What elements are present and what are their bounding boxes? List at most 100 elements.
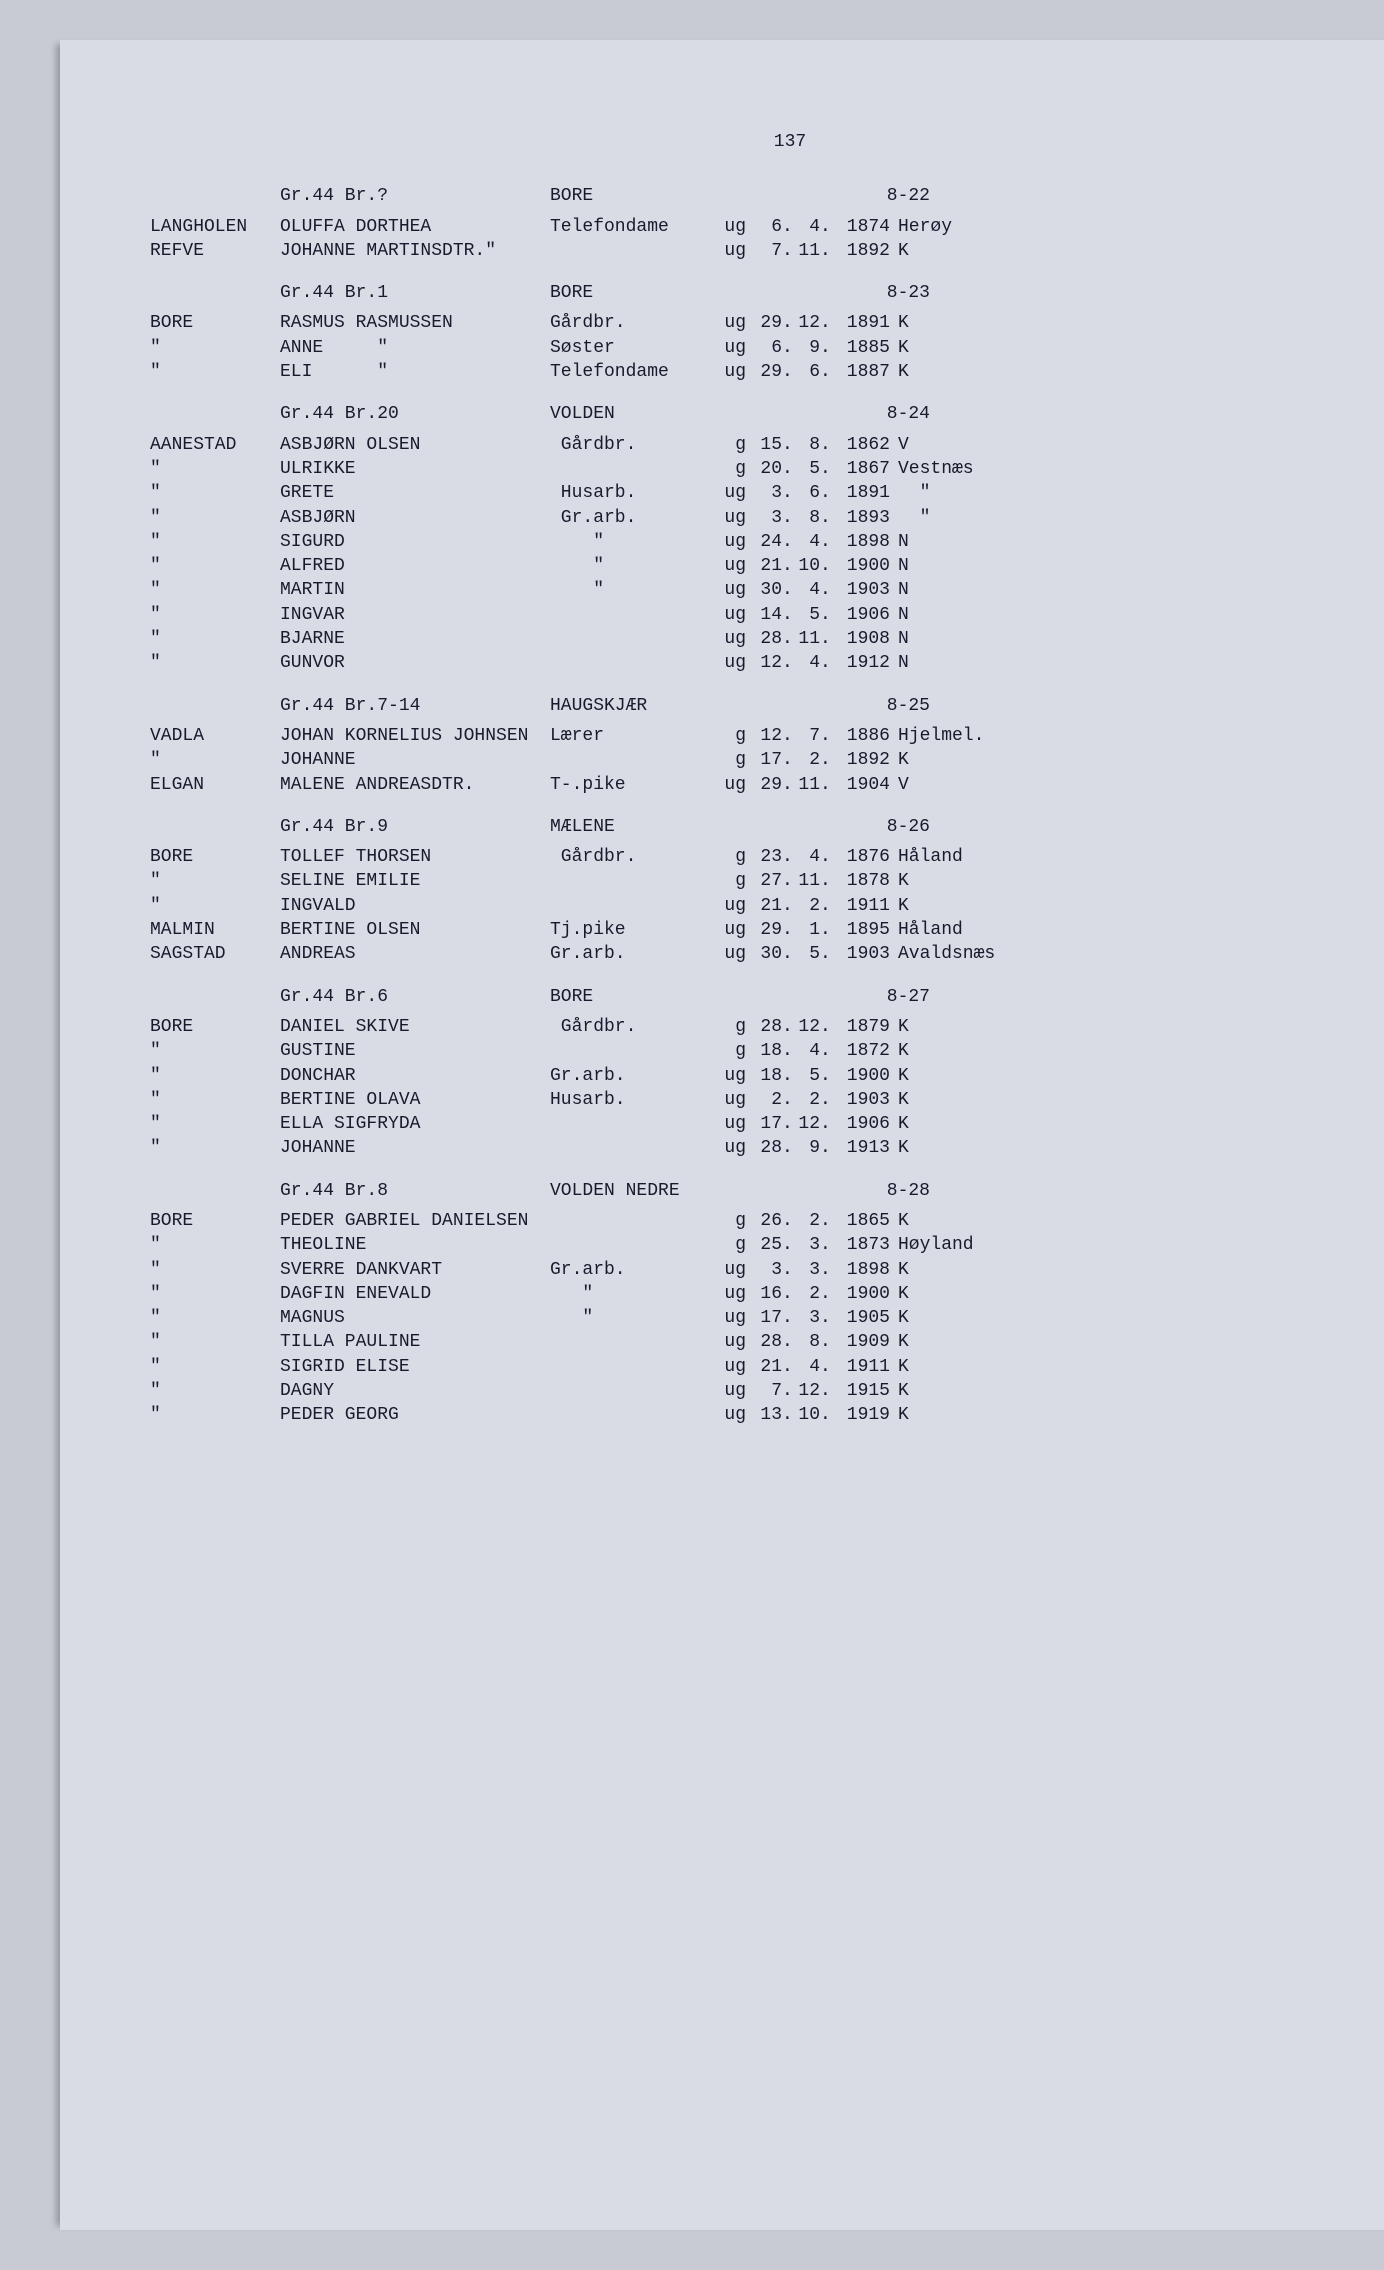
dot: . bbox=[820, 651, 830, 675]
cell-marital-status: ug bbox=[710, 603, 746, 627]
cell-day: 30 bbox=[746, 942, 782, 966]
cell-name: BERTINE OLAVA bbox=[280, 1088, 550, 1112]
cell-surname: " bbox=[150, 1112, 280, 1136]
cell-marital-status: ug bbox=[710, 215, 746, 239]
record-row: "BJARNEug28.11.1908N bbox=[150, 627, 1384, 651]
dot: . bbox=[782, 1258, 792, 1282]
cell-place: V bbox=[890, 773, 1028, 797]
section-header: Gr.44 Br.6BORE8-27 bbox=[150, 985, 1384, 1009]
cell-year: 1891 bbox=[830, 481, 890, 505]
cell-surname: SAGSTAD bbox=[150, 942, 280, 966]
cell-place: Håland bbox=[890, 845, 1028, 869]
cell-marital-status: ug bbox=[710, 1306, 746, 1330]
cell-surname: " bbox=[150, 1258, 280, 1282]
header-grbr: Gr.44 Br.1 bbox=[280, 281, 550, 305]
cell-surname: " bbox=[150, 603, 280, 627]
section-header: Gr.44 Br.20VOLDEN8-24 bbox=[150, 402, 1384, 426]
cell-surname: " bbox=[150, 1355, 280, 1379]
cell-day: 3 bbox=[746, 506, 782, 530]
cell-day: 28 bbox=[746, 1330, 782, 1354]
record-row: BOREPEDER GABRIEL DANIELSENg26.2.1865K bbox=[150, 1209, 1384, 1233]
cell-day: 17 bbox=[746, 1112, 782, 1136]
cell-name: PEDER GEORG bbox=[280, 1403, 550, 1427]
cell-marital-status: g bbox=[710, 1039, 746, 1063]
cell-surname: " bbox=[150, 1064, 280, 1088]
cell-name: GUNVOR bbox=[280, 651, 550, 675]
cell-day: 24 bbox=[746, 530, 782, 554]
cell-place: K bbox=[890, 1306, 1028, 1330]
cell-place: K bbox=[890, 311, 1028, 335]
cell-surname: VADLA bbox=[150, 724, 280, 748]
record-row: "ELLA SIGFRYDAug17.12.1906K bbox=[150, 1112, 1384, 1136]
dot: . bbox=[782, 627, 792, 651]
dot: . bbox=[820, 311, 830, 335]
cell-marital-status: ug bbox=[710, 1330, 746, 1354]
cell-place: K bbox=[890, 1379, 1028, 1403]
cell-occupation: " bbox=[550, 530, 710, 554]
cell-name: JOHAN KORNELIUS JOHNSEN bbox=[280, 724, 550, 748]
cell-occupation: Gårdbr. bbox=[550, 1015, 710, 1039]
dot: . bbox=[820, 1112, 830, 1136]
cell-year: 1911 bbox=[830, 1355, 890, 1379]
cell-year: 1900 bbox=[830, 1064, 890, 1088]
record-row: "ALFRED "ug21.10.1900N bbox=[150, 554, 1384, 578]
cell-place: N bbox=[890, 603, 1028, 627]
cell-surname: " bbox=[150, 1233, 280, 1257]
record-row: "SELINE EMILIEg27.11.1878K bbox=[150, 869, 1384, 893]
cell-marital-status: g bbox=[710, 724, 746, 748]
cell-name: MALENE ANDREASDTR. bbox=[280, 773, 550, 797]
dot: . bbox=[820, 894, 830, 918]
cell-day: 2 bbox=[746, 1088, 782, 1112]
document-page: 137 Gr.44 Br.?BORE8-22LANGHOLENOLUFFA DO… bbox=[60, 40, 1384, 2230]
cell-occupation: Lærer bbox=[550, 724, 710, 748]
cell-surname: " bbox=[150, 1403, 280, 1427]
record-row: "ANNE "Søsterug6.9.1885K bbox=[150, 336, 1384, 360]
page-number: 137 bbox=[150, 130, 1384, 154]
cell-occupation: Gr.arb. bbox=[550, 942, 710, 966]
cell-surname: " bbox=[150, 457, 280, 481]
cell-month: 3 bbox=[792, 1258, 820, 1282]
cell-marital-status: ug bbox=[710, 1403, 746, 1427]
record-row: "JOHANNEg17.2.1892K bbox=[150, 748, 1384, 772]
dot: . bbox=[782, 215, 792, 239]
cell-surname: " bbox=[150, 1306, 280, 1330]
cell-year: 1878 bbox=[830, 869, 890, 893]
cell-month: 4 bbox=[792, 530, 820, 554]
cell-month: 12 bbox=[792, 311, 820, 335]
cell-month: 4 bbox=[792, 845, 820, 869]
dot: . bbox=[820, 1403, 830, 1427]
cell-month: 3 bbox=[792, 1306, 820, 1330]
cell-occupation: Tj.pike bbox=[550, 918, 710, 942]
dot: . bbox=[820, 869, 830, 893]
cell-day: 21 bbox=[746, 554, 782, 578]
cell-month: 2 bbox=[792, 1282, 820, 1306]
cell-month: 2 bbox=[792, 1209, 820, 1233]
cell-place: K bbox=[890, 748, 1028, 772]
cell-year: 1906 bbox=[830, 1112, 890, 1136]
cell-marital-status: ug bbox=[710, 481, 746, 505]
cell-day: 29 bbox=[746, 311, 782, 335]
dot: . bbox=[782, 554, 792, 578]
record-row: ELGANMALENE ANDREASDTR.T-.pikeug29.11.19… bbox=[150, 773, 1384, 797]
cell-month: 11 bbox=[792, 627, 820, 651]
dot: . bbox=[782, 1282, 792, 1306]
cell-place: N bbox=[890, 578, 1028, 602]
cell-place: K bbox=[890, 1330, 1028, 1354]
dot: . bbox=[782, 433, 792, 457]
cell-month: 4 bbox=[792, 215, 820, 239]
cell-surname: MALMIN bbox=[150, 918, 280, 942]
header-farm: VOLDEN NEDRE bbox=[550, 1179, 850, 1203]
cell-year: 1874 bbox=[830, 215, 890, 239]
cell-year: 1892 bbox=[830, 239, 890, 263]
cell-place: K bbox=[890, 1209, 1028, 1233]
header-farm: BORE bbox=[550, 281, 850, 305]
cell-place: Avaldsnæs bbox=[890, 942, 1028, 966]
cell-year: 1903 bbox=[830, 1088, 890, 1112]
cell-place: K bbox=[890, 1282, 1028, 1306]
cell-name: BERTINE OLSEN bbox=[280, 918, 550, 942]
dot: . bbox=[820, 1039, 830, 1063]
cell-marital-status: ug bbox=[710, 554, 746, 578]
cell-place: K bbox=[890, 894, 1028, 918]
cell-surname: AANESTAD bbox=[150, 433, 280, 457]
cell-year: 1906 bbox=[830, 603, 890, 627]
